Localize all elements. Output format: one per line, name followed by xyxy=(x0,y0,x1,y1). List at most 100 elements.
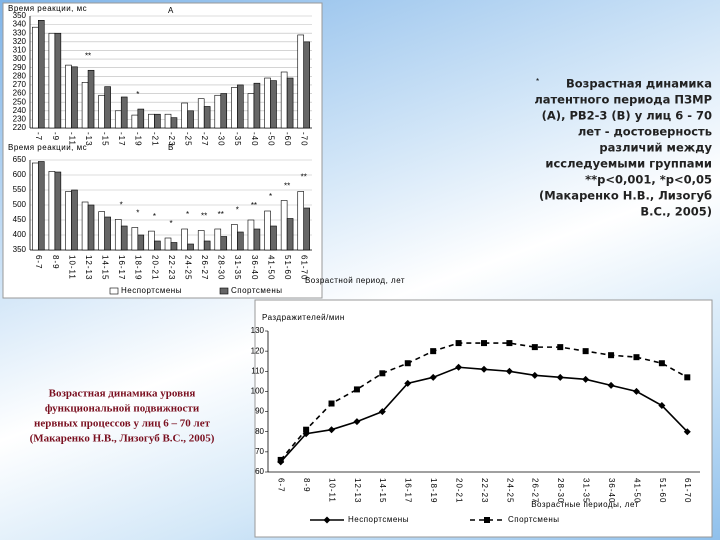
significance-mark: * xyxy=(153,212,156,221)
y-tick-label: 280 xyxy=(13,71,27,80)
bar xyxy=(114,219,122,251)
x-tick-label: 16-17 xyxy=(404,478,413,503)
x-tick-label: -7 xyxy=(34,132,43,141)
bar xyxy=(81,201,89,251)
significance-mark: ** xyxy=(85,51,91,60)
x-tick-label: 6-7 xyxy=(277,478,286,493)
x-tick-label: 8-9 xyxy=(51,255,60,270)
chart-title: Время реакции, мс xyxy=(8,4,87,13)
marker xyxy=(556,373,564,381)
x-tick-label: 22-23 xyxy=(480,478,489,503)
y-tick-label: 60 xyxy=(255,467,264,476)
x-tick-label: -17 xyxy=(117,132,126,147)
x-tick-label: -40 xyxy=(250,132,259,147)
legend-marker xyxy=(323,516,331,524)
bar xyxy=(164,237,172,251)
bar xyxy=(231,224,238,251)
bar xyxy=(253,82,261,129)
x-tick-label: 51-60 xyxy=(658,478,667,503)
x-tick-label: 24-25 xyxy=(183,255,192,280)
marker xyxy=(430,348,437,355)
chart-title: Раздражителей/мин xyxy=(262,313,345,322)
marker xyxy=(480,365,488,373)
y-tick-label: 90 xyxy=(255,407,264,416)
bar xyxy=(264,77,271,129)
bar xyxy=(164,113,172,129)
y-tick-label: 350 xyxy=(13,245,27,254)
x-tick-label: -11 xyxy=(67,132,76,146)
legend-label: Неспортсмены xyxy=(121,286,182,295)
x-tick-label: 41-50 xyxy=(632,478,641,503)
marker xyxy=(582,375,590,383)
caption-left-line: функциональной подвижности xyxy=(45,403,200,415)
x-tick-label: -70 xyxy=(300,132,309,147)
y-tick-label: 650 xyxy=(13,155,27,164)
bar xyxy=(181,228,188,251)
x-tick-label: 18-19 xyxy=(134,255,143,280)
bar xyxy=(65,64,72,129)
bar xyxy=(154,113,161,129)
x-tick-label: -50 xyxy=(266,132,275,147)
x-tick-label: 14-15 xyxy=(378,478,387,503)
bar xyxy=(280,71,288,129)
x-tick-label: -25 xyxy=(183,132,192,147)
bar xyxy=(247,219,255,251)
marker xyxy=(608,352,615,359)
significance-mark: * xyxy=(120,201,123,210)
y-tick-label: 500 xyxy=(13,200,27,209)
x-tick-label: -35 xyxy=(233,132,242,147)
marker xyxy=(328,426,336,434)
legend-label: Неспортсмены xyxy=(348,515,409,524)
y-tick-label: 70 xyxy=(255,447,264,456)
x-tick-label: 41-50 xyxy=(266,255,275,280)
bar xyxy=(303,207,310,251)
marker xyxy=(277,456,284,463)
x-tick-label: -60 xyxy=(283,132,292,147)
bar xyxy=(71,189,78,251)
x-tick-label: 16-17 xyxy=(117,255,126,280)
bar xyxy=(297,34,305,129)
x-tick-label: 61-70 xyxy=(300,255,309,280)
chart-title: Время реакции, мс xyxy=(8,143,87,152)
marker xyxy=(557,344,564,351)
x-tick-label: 26-27 xyxy=(531,478,540,503)
caption-right-line: латентного периода ПЗМР xyxy=(534,93,712,107)
bar xyxy=(303,41,310,129)
bar xyxy=(237,84,244,129)
caption-left-line: нервных процессов у лиц 6 – 70 лет xyxy=(34,418,211,430)
legend-swatch xyxy=(219,287,229,295)
y-tick-label: 130 xyxy=(251,326,265,335)
marker xyxy=(404,360,411,367)
bar xyxy=(297,191,305,251)
bar xyxy=(203,240,211,251)
y-tick-label: 100 xyxy=(251,387,265,396)
caption-right-line: различий между xyxy=(599,141,712,155)
y-tick-label: 230 xyxy=(13,114,27,123)
bar xyxy=(37,20,45,129)
y-tick-label: 110 xyxy=(251,366,264,375)
marker xyxy=(506,340,513,347)
bar xyxy=(54,171,62,251)
x-tick-label: -30 xyxy=(217,132,226,147)
y-tick-label: 250 xyxy=(13,97,27,106)
marker xyxy=(353,386,360,393)
y-tick-label: 240 xyxy=(13,106,27,115)
x-tick-label: 28-30 xyxy=(556,478,565,503)
bar xyxy=(48,32,56,129)
significance-mark: * xyxy=(136,90,139,99)
bar xyxy=(247,93,255,129)
bar xyxy=(32,26,39,129)
x-tick-label: 26-27 xyxy=(200,255,209,280)
x-axis-label: Возрастной период, лет xyxy=(305,276,405,285)
bar xyxy=(270,225,277,251)
bar xyxy=(237,231,244,251)
marker xyxy=(429,373,437,381)
bar xyxy=(264,210,271,251)
y-tick-label: 340 xyxy=(13,20,27,29)
bar xyxy=(37,161,45,251)
x-tick-label: -9 xyxy=(51,132,60,141)
bar xyxy=(71,66,78,129)
x-tick-label: 8-9 xyxy=(302,478,311,493)
marker xyxy=(658,402,666,410)
